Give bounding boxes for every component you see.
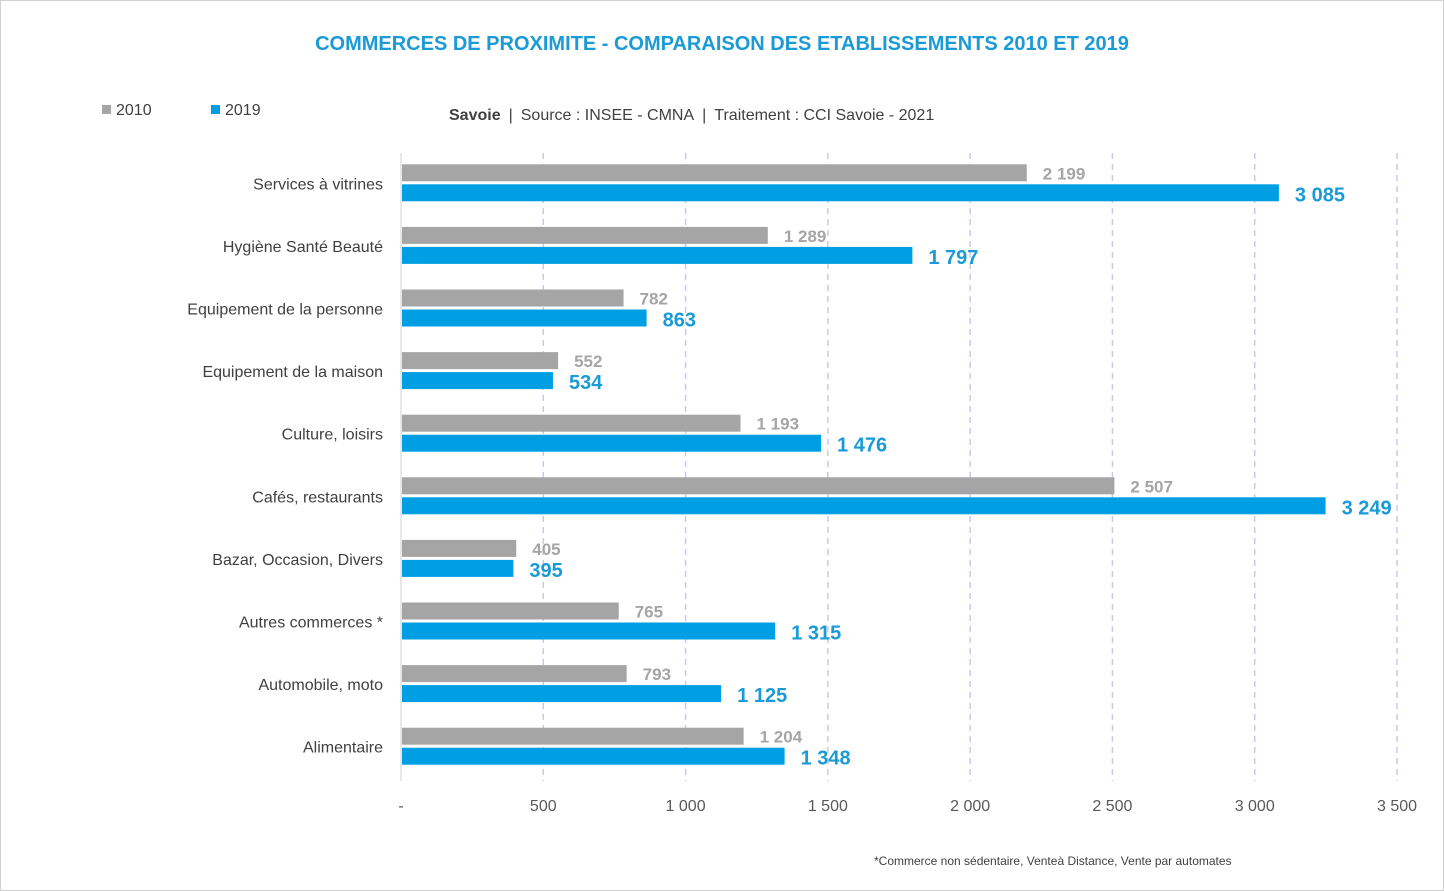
legend-label-2019: 2019 bbox=[225, 102, 261, 119]
data-label-2010: 1 289 bbox=[784, 227, 827, 246]
data-label-2010: 1 204 bbox=[760, 728, 803, 747]
data-label-2019: 3 249 bbox=[1342, 497, 1392, 519]
legend-item-2019: 2019 bbox=[211, 102, 261, 120]
category-label: Hygiène Santé Beauté bbox=[223, 239, 383, 256]
bar-2019 bbox=[402, 372, 553, 390]
data-label-2019: 3 085 bbox=[1295, 184, 1345, 206]
bar-2019 bbox=[402, 622, 776, 640]
bar-2010 bbox=[402, 539, 517, 557]
category-label: Bazar, Occasion, Divers bbox=[212, 552, 383, 569]
x-tick-label: 3 500 bbox=[1377, 798, 1417, 815]
category-label: Culture, loisirs bbox=[282, 427, 383, 444]
x-tick-label: - bbox=[398, 798, 403, 815]
legend-label-2010: 2010 bbox=[116, 102, 152, 119]
data-label-2019: 1 315 bbox=[791, 623, 841, 645]
bar-2010 bbox=[402, 477, 1115, 495]
legend-swatch-2019 bbox=[211, 105, 220, 114]
data-label-2019: 1 797 bbox=[928, 247, 978, 269]
treatment-label: Traitement : CCI Savoie - 2021 bbox=[714, 107, 935, 124]
separator: | bbox=[508, 107, 513, 124]
bar-2010 bbox=[402, 226, 768, 244]
bar-2019 bbox=[402, 497, 1326, 515]
bar-2010 bbox=[402, 164, 1027, 182]
bar-2019 bbox=[402, 184, 1279, 202]
data-label-2019: 534 bbox=[569, 372, 603, 394]
data-label-2019: 863 bbox=[663, 310, 696, 332]
data-label-2010: 1 193 bbox=[756, 415, 799, 434]
x-tick-label: 500 bbox=[530, 798, 557, 815]
x-tick-label: 2 500 bbox=[1092, 798, 1132, 815]
bar-2019 bbox=[402, 685, 722, 703]
category-label: Equipement de la maison bbox=[202, 364, 383, 381]
data-label-2010: 2 507 bbox=[1130, 477, 1173, 496]
bar-2010 bbox=[402, 665, 627, 683]
data-label-2010: 2 199 bbox=[1043, 164, 1086, 183]
source-line: Savoie | Source : INSEE - CMNA | Traitement … bbox=[449, 107, 934, 125]
x-tick-label: 3 000 bbox=[1235, 798, 1275, 815]
legend-item-2010: 2010 bbox=[102, 102, 152, 120]
data-label-2019: 395 bbox=[529, 560, 562, 582]
data-label-2010: 793 bbox=[643, 665, 671, 684]
data-label-2010: 765 bbox=[635, 603, 663, 622]
data-label-2010: 405 bbox=[532, 540, 560, 559]
bar-2019 bbox=[402, 747, 785, 765]
bar-2010 bbox=[402, 352, 559, 370]
category-label: Services à vitrines bbox=[253, 176, 383, 193]
legend-swatch-2010 bbox=[102, 105, 111, 114]
separator: | bbox=[702, 107, 707, 124]
category-label: Alimentaire bbox=[303, 740, 383, 757]
x-tick-label: 2 000 bbox=[950, 798, 990, 815]
bar-2019 bbox=[402, 309, 647, 327]
category-label: Cafés, restaurants bbox=[252, 489, 383, 506]
bar-2010 bbox=[402, 414, 741, 432]
bar-2010 bbox=[402, 289, 624, 307]
bar-2019 bbox=[402, 434, 822, 452]
category-label: Automobile, moto bbox=[258, 677, 383, 694]
bar-2019 bbox=[402, 246, 913, 264]
bar-2010 bbox=[402, 602, 619, 620]
chart-title: COMMERCES DE PROXIMITE - COMPARAISON DES… bbox=[315, 33, 1129, 55]
source-label: Source : INSEE - CMNA bbox=[520, 107, 695, 124]
bar-2019 bbox=[402, 559, 514, 577]
category-label: Equipement de la personne bbox=[187, 302, 383, 319]
bar-2010 bbox=[402, 727, 744, 745]
x-tick-label: 1 000 bbox=[666, 798, 706, 815]
region-label: Savoie bbox=[449, 107, 501, 124]
data-label-2010: 552 bbox=[574, 352, 602, 371]
data-label-2019: 1 348 bbox=[801, 748, 851, 770]
category-label: Autres commerces * bbox=[239, 615, 383, 632]
data-label-2019: 1 125 bbox=[737, 685, 787, 707]
data-label-2010: 782 bbox=[640, 290, 668, 309]
data-label-2019: 1 476 bbox=[837, 435, 887, 457]
x-tick-label: 1 500 bbox=[808, 798, 848, 815]
footnote: *Commerce non sédentaire, Venteà Distanc… bbox=[874, 854, 1232, 868]
